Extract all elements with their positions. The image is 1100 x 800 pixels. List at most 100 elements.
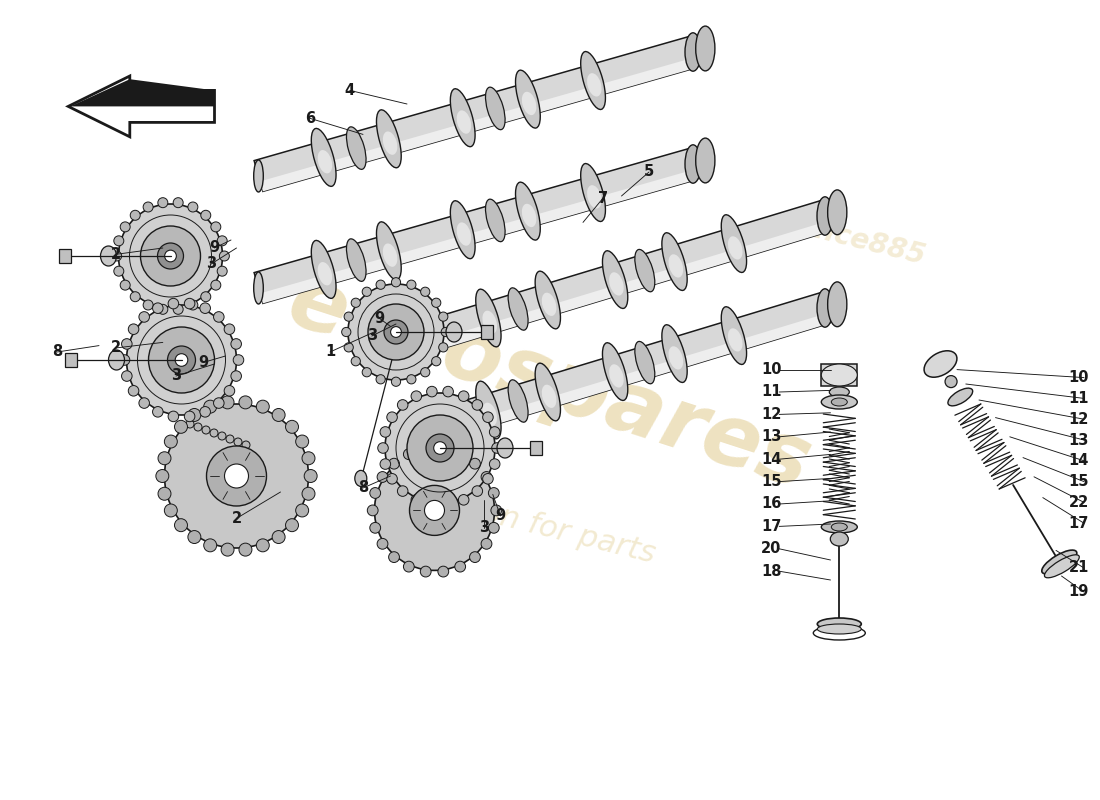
Circle shape (168, 411, 178, 422)
Circle shape (483, 412, 493, 422)
Circle shape (483, 474, 493, 484)
Circle shape (188, 300, 198, 310)
Circle shape (120, 222, 130, 232)
Circle shape (256, 539, 270, 552)
Circle shape (139, 312, 150, 322)
Circle shape (420, 566, 431, 577)
Circle shape (286, 518, 298, 532)
Ellipse shape (587, 185, 602, 209)
Text: 8: 8 (358, 481, 368, 495)
Circle shape (130, 210, 140, 220)
Circle shape (387, 412, 397, 422)
Circle shape (459, 391, 469, 402)
Ellipse shape (817, 618, 861, 630)
Text: 11: 11 (1068, 391, 1089, 406)
Circle shape (213, 398, 224, 408)
Ellipse shape (425, 320, 433, 352)
Ellipse shape (722, 214, 747, 273)
Text: 17: 17 (1068, 516, 1089, 530)
Polygon shape (260, 58, 697, 191)
Ellipse shape (832, 523, 847, 531)
Ellipse shape (475, 381, 502, 439)
Circle shape (481, 471, 492, 482)
Circle shape (384, 320, 408, 344)
Ellipse shape (535, 363, 561, 421)
Ellipse shape (822, 395, 857, 409)
Bar (530, 441, 542, 455)
Circle shape (420, 287, 430, 296)
Circle shape (362, 287, 372, 296)
Ellipse shape (827, 190, 847, 234)
Ellipse shape (425, 412, 433, 444)
Ellipse shape (100, 246, 117, 266)
Circle shape (296, 435, 309, 448)
Text: 3: 3 (206, 257, 217, 271)
Circle shape (130, 292, 140, 302)
Circle shape (234, 438, 242, 446)
Circle shape (431, 357, 441, 366)
Ellipse shape (254, 160, 263, 192)
Ellipse shape (535, 271, 561, 329)
Ellipse shape (456, 222, 471, 246)
Text: 13: 13 (1068, 433, 1089, 447)
Text: 15: 15 (1068, 474, 1089, 489)
Circle shape (204, 400, 217, 413)
Ellipse shape (450, 201, 475, 258)
Circle shape (121, 370, 132, 382)
Circle shape (213, 312, 224, 322)
Text: 9: 9 (495, 509, 506, 523)
Ellipse shape (669, 346, 683, 370)
Circle shape (226, 435, 234, 443)
Circle shape (175, 518, 187, 532)
Circle shape (376, 280, 385, 290)
Ellipse shape (508, 288, 528, 330)
Text: 3: 3 (478, 521, 490, 535)
Text: 15: 15 (761, 474, 782, 489)
Text: 1: 1 (324, 345, 336, 359)
Circle shape (156, 470, 168, 482)
Circle shape (120, 280, 130, 290)
Circle shape (188, 530, 201, 543)
Ellipse shape (948, 388, 972, 406)
Polygon shape (254, 149, 697, 303)
Text: 22: 22 (1069, 495, 1089, 510)
Circle shape (409, 486, 460, 535)
Text: 2: 2 (110, 247, 121, 262)
Circle shape (221, 396, 234, 409)
Circle shape (126, 305, 236, 415)
Circle shape (351, 298, 361, 307)
Bar (65, 353, 77, 367)
Circle shape (377, 471, 388, 482)
Ellipse shape (662, 233, 688, 290)
Ellipse shape (817, 289, 833, 327)
Text: since885: since885 (788, 210, 928, 270)
Circle shape (164, 435, 177, 448)
Circle shape (175, 420, 187, 434)
Circle shape (443, 499, 453, 510)
Circle shape (459, 494, 469, 505)
Circle shape (113, 236, 124, 246)
Ellipse shape (456, 110, 471, 134)
Ellipse shape (311, 241, 336, 298)
Ellipse shape (817, 197, 833, 235)
Ellipse shape (311, 129, 336, 186)
Polygon shape (70, 79, 214, 106)
Circle shape (388, 552, 399, 562)
Text: 9: 9 (374, 311, 385, 326)
Polygon shape (260, 170, 697, 303)
Ellipse shape (542, 385, 557, 408)
Ellipse shape (609, 272, 624, 295)
Circle shape (407, 374, 416, 384)
Circle shape (239, 543, 252, 556)
Text: 17: 17 (761, 519, 782, 534)
Circle shape (945, 376, 957, 388)
Circle shape (143, 202, 153, 212)
Ellipse shape (830, 532, 848, 546)
Ellipse shape (728, 236, 743, 259)
Circle shape (491, 505, 502, 516)
Text: eurospares: eurospares (278, 261, 822, 507)
Ellipse shape (355, 470, 366, 486)
Bar (481, 325, 493, 339)
Text: 9: 9 (198, 355, 209, 370)
Circle shape (439, 312, 448, 322)
